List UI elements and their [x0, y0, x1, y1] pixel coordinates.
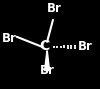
Text: Br: Br: [46, 2, 61, 15]
Text: Br: Br: [78, 40, 92, 53]
Text: Br: Br: [1, 32, 16, 45]
Text: Br: Br: [40, 64, 54, 77]
Polygon shape: [45, 51, 50, 70]
Text: C: C: [40, 39, 50, 53]
